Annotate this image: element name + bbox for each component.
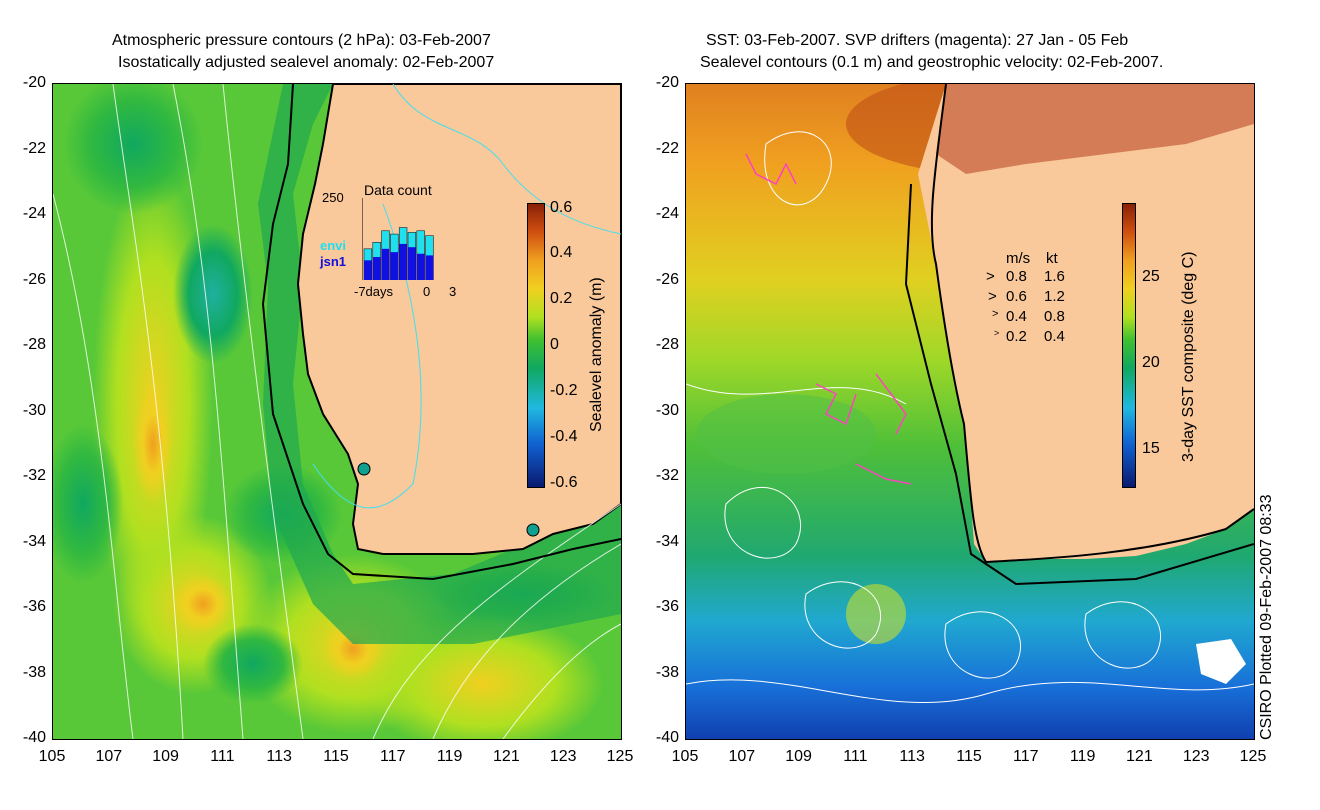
left-y-tick: -28 [22, 336, 46, 353]
left-cb-tick: -0.6 [550, 474, 578, 491]
fremantle-marker [357, 462, 371, 476]
legend-arrow-icon: > [986, 268, 995, 285]
jsn1-bar [399, 243, 407, 280]
left-x-tick: 117 [380, 748, 406, 765]
right-x-tick: 125 [1239, 748, 1267, 765]
left-cb-tick: -0.2 [550, 382, 578, 399]
right-y-tick: -26 [655, 270, 679, 288]
left-x-tick: 109 [152, 748, 179, 765]
jsn1-bar [416, 253, 425, 280]
jsn1-bar [408, 247, 416, 280]
left-y-tick: -36 [22, 598, 46, 615]
right-x-tick: 109 [785, 748, 812, 765]
inset-xlabel-zero: 0 [423, 284, 431, 299]
legend-kt: 0.4 [1044, 328, 1065, 345]
left-cb-tick: -0.4 [550, 428, 578, 445]
legend-ms: 0.4 [1006, 308, 1027, 325]
left-colorbar-label: Sealevel anomaly (m) [588, 277, 605, 432]
legend-ms: 0.8 [1006, 268, 1027, 285]
right-y-tick: -32 [655, 467, 679, 484]
inset-label-jsn1: jsn1 [320, 254, 347, 269]
right-y-tick: -20 [655, 74, 679, 91]
right-colorbar-label: 3-day SST composite (deg C) [1180, 251, 1197, 462]
data-count-title: Data count [364, 182, 432, 198]
right-x-tick: 121 [1126, 748, 1153, 765]
data-count-inset: Data count 250 envi jsn1 -7days 0 3 [318, 180, 458, 300]
left-y-tick: -30 [22, 401, 46, 419]
right-title-line1: SST: 03-Feb-2007. SVP drifters (magenta)… [706, 32, 1129, 49]
left-y-tick: -40 [22, 729, 46, 746]
right-x-tick: 119 [1069, 748, 1096, 765]
right-y-tick: -22 [655, 139, 679, 157]
jsn1-bar [364, 260, 372, 280]
right-y-tick: -38 [655, 663, 679, 681]
credit-text: CSIRO Plotted 09-Feb-2007 08:33 [1258, 494, 1275, 740]
velocity-legend: m/s kt > 0.8 1.6 > 0.6 1.2 > 0.4 0.8 > 0… [986, 250, 1086, 350]
left-x-tick: 111 [210, 748, 235, 765]
right-y-tick: -34 [655, 532, 679, 550]
left-y-tick: -24 [22, 205, 46, 222]
legend-arrow-icon: > [992, 308, 999, 320]
legend-header-ms: m/s [1006, 250, 1031, 267]
right-cb-tick: 15 [1142, 440, 1160, 457]
left-y-tick: -34 [22, 532, 46, 550]
jsn1-bar [372, 257, 381, 280]
legend-header-kt: kt [1046, 250, 1058, 267]
left-x-tick: 107 [95, 748, 123, 765]
left-cb-tick: 0 [550, 336, 559, 353]
right-title-line2: Sealevel contours (0.1 m) and geostrophi… [700, 54, 1164, 71]
jsn1-bar [390, 252, 399, 280]
jsn1-bar [425, 255, 434, 280]
left-x-tick: 121 [493, 748, 520, 765]
right-x-tick: 113 [899, 748, 925, 765]
legend-ms: 0.6 [1006, 288, 1027, 305]
left-title-line1: Atmospheric pressure contours (2 hPa): 0… [112, 32, 491, 49]
jsn1-bar [381, 248, 390, 280]
left-map [52, 83, 622, 740]
right-cb-tick: 20 [1142, 354, 1160, 371]
left-cb-tick: 0.2 [550, 290, 573, 307]
left-x-tick: 125 [606, 748, 634, 765]
inset-xlabel-start: -7days [354, 284, 394, 299]
right-x-tick: 107 [728, 748, 756, 765]
legend-kt: 1.2 [1044, 288, 1065, 305]
left-y-tick: -26 [22, 270, 46, 288]
left-y-tick: -32 [22, 467, 46, 484]
legend-kt: 1.6 [1044, 268, 1065, 285]
left-y-tick: -22 [22, 139, 46, 157]
data-count-bars [362, 198, 434, 280]
left-y-tick: -38 [22, 663, 46, 681]
right-y-tick: -36 [655, 598, 679, 615]
left-cb-tick: 0.4 [550, 244, 573, 261]
left-x-tick: 105 [38, 748, 66, 765]
right-cb-tick: 25 [1142, 268, 1160, 285]
esperance-marker [526, 523, 540, 537]
legend-ms: 0.2 [1006, 328, 1027, 345]
right-x-tick: 123 [1182, 748, 1210, 765]
right-x-tick: 111 [843, 748, 868, 765]
legend-kt: 0.8 [1044, 308, 1065, 325]
left-y-tick: -20 [22, 74, 46, 91]
data-count-ymax: 250 [322, 190, 344, 205]
left-x-tick: 123 [549, 748, 577, 765]
left-x-tick: 119 [436, 748, 463, 765]
left-cb-tick: 0.6 [550, 199, 573, 216]
right-map [685, 83, 1255, 740]
right-y-tick: -28 [655, 336, 679, 353]
legend-arrow-icon: > [994, 328, 1000, 338]
left-x-tick: 113 [266, 748, 292, 765]
inset-label-envi: envi [320, 238, 347, 253]
right-y-tick: -30 [655, 401, 679, 419]
inset-xlabel-end: 3 [449, 284, 457, 299]
legend-arrow-icon: > [988, 288, 997, 305]
left-title-line2: Isostatically adjusted sealevel anomaly:… [118, 54, 495, 71]
left-colorbar [527, 203, 545, 488]
right-y-tick: -40 [655, 729, 679, 746]
right-y-tick: -24 [655, 205, 679, 222]
left-x-tick: 115 [323, 748, 349, 765]
right-colorbar [1122, 203, 1136, 488]
right-x-tick: 115 [956, 748, 982, 765]
right-x-tick: 117 [1013, 748, 1039, 765]
right-x-tick: 105 [671, 748, 699, 765]
